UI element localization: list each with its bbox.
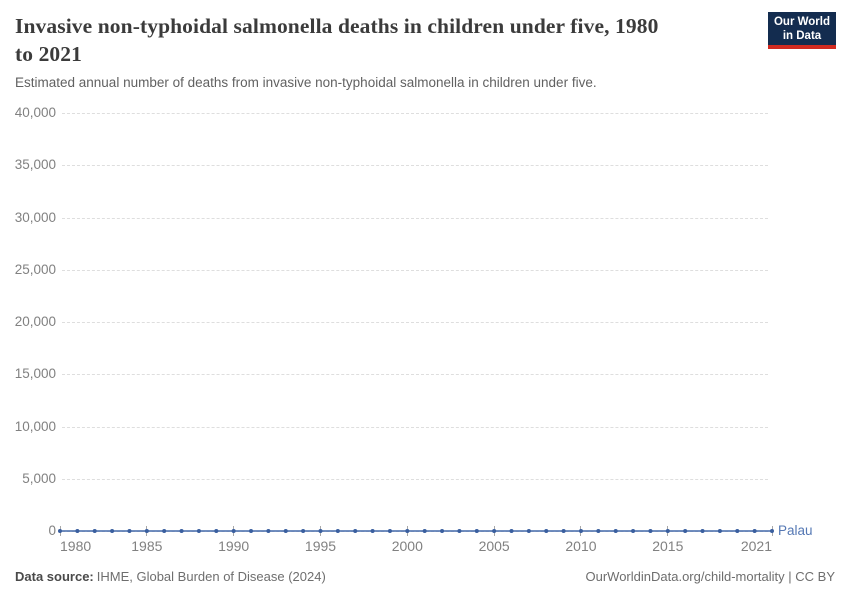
y-gridline xyxy=(62,426,768,428)
y-gridline xyxy=(62,113,768,114)
x-tick-label: 1985 xyxy=(131,538,163,554)
x-tick-label: 1980 xyxy=(60,538,92,554)
y-tick-label: 0 xyxy=(48,523,56,538)
data-source-value: IHME, Global Burden of Disease (2024) xyxy=(96,569,326,584)
chart-title: Invasive non-typhoidal salmonella deaths… xyxy=(15,12,755,68)
y-gridline xyxy=(62,531,768,532)
x-tick-mark xyxy=(667,526,669,536)
x-tick-mark xyxy=(580,526,582,536)
x-tick-mark xyxy=(146,526,148,536)
chart-subtitle: Estimated annual number of deaths from i… xyxy=(15,75,597,90)
y-tick-label: 25,000 xyxy=(14,261,56,277)
x-tick-label: 1990 xyxy=(218,538,250,554)
data-source: Data source: IHME, Global Burden of Disea… xyxy=(15,569,326,584)
x-tick-label: 2000 xyxy=(391,538,423,554)
owid-logo-line1: Our World xyxy=(773,15,830,28)
x-tick-label: 1995 xyxy=(304,538,337,554)
y-tick-label: 5,000 xyxy=(22,470,56,486)
x-tick-mark xyxy=(59,526,61,536)
x-tick-mark xyxy=(493,526,495,536)
y-gridline xyxy=(62,478,768,480)
y-tick-label: 15,000 xyxy=(14,366,56,382)
x-tick-label: 2010 xyxy=(565,538,597,554)
y-tick-label: 40,000 xyxy=(14,105,56,120)
chart-title-line2: to 2021 xyxy=(15,42,82,66)
y-gridline xyxy=(62,269,768,271)
credit-line: OurWorldinData.org/child-mortality | CC … xyxy=(585,569,836,584)
y-gridline xyxy=(62,217,768,219)
x-tick-mark xyxy=(406,526,408,536)
x-tick-label: 2005 xyxy=(478,538,510,554)
x-tick-mark xyxy=(233,526,235,536)
x-tick-label: 2021 xyxy=(740,538,772,554)
data-source-label: Data source: xyxy=(15,569,94,584)
owid-logo: Our World in Data xyxy=(768,12,836,49)
y-gridline xyxy=(62,165,768,167)
y-tick-label: 30,000 xyxy=(14,209,56,225)
y-tick-label: 10,000 xyxy=(14,418,56,434)
x-tick-mark xyxy=(319,526,321,536)
y-gridline xyxy=(62,374,768,376)
series-end-label: Palau xyxy=(778,523,813,538)
owid-logo-line2: in Data xyxy=(782,29,822,42)
x-tick-mark xyxy=(771,526,773,536)
x-tick-label: 2015 xyxy=(652,538,684,554)
chart-title-line1: Invasive non-typhoidal salmonella deaths… xyxy=(15,14,659,38)
y-tick-label: 20,000 xyxy=(14,314,56,329)
y-tick-label: 35,000 xyxy=(14,157,56,173)
y-gridline xyxy=(62,322,768,323)
